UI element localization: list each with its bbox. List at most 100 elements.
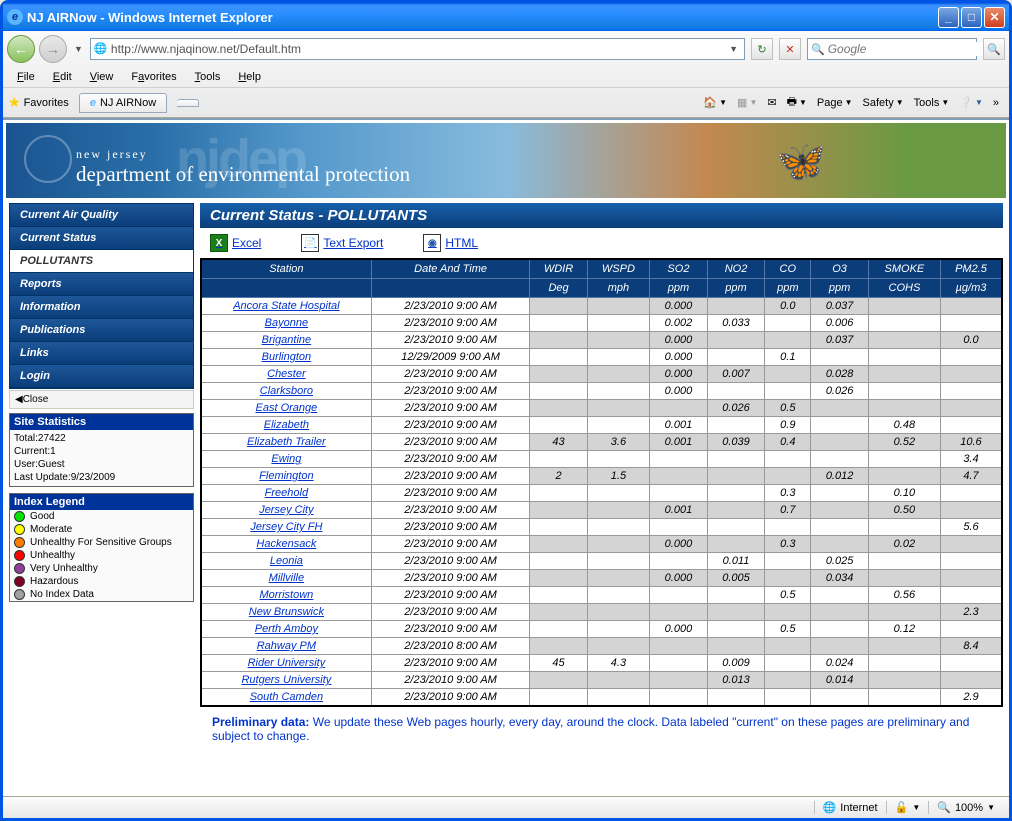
stop-button[interactable]: ✕ — [779, 38, 801, 60]
url-input[interactable] — [111, 42, 726, 56]
table-row: Jersey City2/23/2010 9:00 AM0.0010.70.50 — [201, 502, 1002, 519]
stats-body: Total:27422Current:1User:GuestLast Updat… — [10, 430, 193, 486]
station-link[interactable]: Rahway PM — [201, 638, 371, 655]
table-row: Rutgers University2/23/2010 9:00 AM0.013… — [201, 672, 1002, 689]
minimize-button[interactable]: _ — [938, 7, 959, 28]
col-header: Station — [201, 259, 371, 279]
station-link[interactable]: Rider University — [201, 655, 371, 672]
new-tab-button[interactable] — [177, 99, 199, 107]
page-menu[interactable]: Page ▼ — [812, 95, 858, 111]
status-bar: 🌐 Internet 🔓 ▼ 🔍 100% ▼ — [3, 796, 1009, 818]
station-link[interactable]: Clarksboro — [201, 383, 371, 400]
browser-tab[interactable]: e NJ AIRNow — [79, 93, 167, 113]
sidebar-item[interactable]: Publications — [10, 319, 193, 342]
legend-item: Hazardous — [10, 575, 193, 588]
search-input[interactable] — [828, 42, 985, 56]
station-link[interactable]: Burlington — [201, 349, 371, 366]
col-header: WDIR — [530, 259, 587, 279]
menu-view[interactable]: View — [82, 69, 122, 85]
menu-favorites[interactable]: Favorites — [123, 69, 184, 85]
export-excel[interactable]: XExcel — [210, 234, 261, 252]
sidebar-item[interactable]: Information — [10, 296, 193, 319]
sidebar-item[interactable]: Reports — [10, 273, 193, 296]
station-link[interactable]: Elizabeth — [201, 417, 371, 434]
zoom-level[interactable]: 🔍 100% ▼ — [928, 801, 1003, 814]
station-link[interactable]: Millville — [201, 570, 371, 587]
station-link[interactable]: Flemington — [201, 468, 371, 485]
pollutant-table: StationDate And TimeWDIRWSPDSO2NO2COO3SM… — [200, 258, 1003, 707]
station-link[interactable]: Perth Amboy — [201, 621, 371, 638]
footnote: Preliminary data: We update these Web pa… — [200, 707, 1003, 751]
search-box[interactable]: 🔍 — [807, 38, 977, 60]
read-mail-button[interactable]: ✉ — [762, 94, 781, 111]
status-zone[interactable]: 🌐 Internet — [814, 801, 886, 814]
tools-menu[interactable]: Tools ▼ — [909, 95, 955, 111]
menu-bar: FFileile Edit View Favorites Tools Help — [3, 67, 1009, 87]
col-header: SO2 — [650, 259, 708, 279]
col-unit: µg/m3 — [940, 279, 1002, 298]
station-link[interactable]: South Camden — [201, 689, 371, 707]
print-button[interactable]: 🖶▼ — [782, 91, 812, 114]
refresh-button[interactable]: ↻ — [751, 38, 773, 60]
sidebar-item[interactable]: Current Air Quality — [10, 204, 193, 227]
station-link[interactable]: Ewing — [201, 451, 371, 468]
station-link[interactable]: Jersey City FH — [201, 519, 371, 536]
station-link[interactable]: Brigantine — [201, 332, 371, 349]
safety-menu[interactable]: Safety ▼ — [858, 95, 909, 111]
panel-title: Current Status - POLLUTANTS — [200, 203, 1003, 228]
station-link[interactable]: East Orange — [201, 400, 371, 417]
search-button[interactable]: 🔍 — [983, 38, 1005, 60]
stats-title: Site Statistics — [10, 414, 193, 430]
station-link[interactable]: Bayonne — [201, 315, 371, 332]
menu-tools[interactable]: Tools — [187, 69, 229, 85]
table-row: Bayonne2/23/2010 9:00 AM0.0020.0330.006 — [201, 315, 1002, 332]
table-row: Rider University2/23/2010 9:00 AM454.30.… — [201, 655, 1002, 672]
home-button[interactable]: 🏠▼ — [698, 94, 732, 111]
station-link[interactable]: Rutgers University — [201, 672, 371, 689]
table-row: South Camden2/23/2010 9:00 AM2.9 — [201, 689, 1002, 707]
protected-mode[interactable]: 🔓 ▼ — [886, 801, 929, 814]
col-unit: COHS — [868, 279, 940, 298]
col-header: Date And Time — [371, 259, 530, 279]
table-row: Rahway PM2/23/2010 8:00 AM8.4 — [201, 638, 1002, 655]
legend-item: Unhealthy — [10, 549, 193, 562]
station-link[interactable]: Hackensack — [201, 536, 371, 553]
station-link[interactable]: Chester — [201, 366, 371, 383]
station-link[interactable]: Jersey City — [201, 502, 371, 519]
table-row: New Brunswick2/23/2010 9:00 AM2.3 — [201, 604, 1002, 621]
favorites-star-icon[interactable]: ★ — [8, 94, 21, 111]
station-link[interactable]: Ancora State Hospital — [201, 298, 371, 315]
help-button[interactable]: ❔▼ — [954, 94, 988, 111]
table-row: Brigantine2/23/2010 9:00 AM0.0000.0370.0 — [201, 332, 1002, 349]
station-link[interactable]: New Brunswick — [201, 604, 371, 621]
overflow-button[interactable]: » — [988, 95, 1004, 111]
station-link[interactable]: Elizabeth Trailer — [201, 434, 371, 451]
nj-seal-icon — [24, 135, 72, 183]
address-bar[interactable]: 🌐 ▼ — [90, 38, 745, 60]
sidebar-item[interactable]: Current Status — [10, 227, 193, 250]
forward-button[interactable]: → — [39, 35, 67, 63]
back-button[interactable]: ← — [7, 35, 35, 63]
station-link[interactable]: Leonia — [201, 553, 371, 570]
sidebar-item[interactable]: Login — [10, 365, 193, 388]
menu-edit[interactable]: Edit — [45, 69, 80, 85]
feeds-button[interactable]: ▦▼ — [732, 94, 762, 111]
sidebar-item[interactable]: POLLUTANTS — [10, 250, 193, 273]
menu-help[interactable]: Help — [230, 69, 269, 85]
legend-item: Unhealthy For Sensitive Groups — [10, 536, 193, 549]
menu-file[interactable]: FFileile — [9, 69, 43, 85]
col-header: NO2 — [707, 259, 765, 279]
table-row: Chester2/23/2010 9:00 AM0.0000.0070.028 — [201, 366, 1002, 383]
station-link[interactable]: Freehold — [201, 485, 371, 502]
url-dropdown[interactable]: ▼ — [726, 44, 741, 54]
sidebar-close[interactable]: ◀ Close — [9, 390, 194, 409]
sidebar-nav: Current Air QualityCurrent StatusPOLLUTA… — [9, 203, 194, 389]
export-html[interactable]: ◉HTML — [423, 234, 478, 252]
sidebar-item[interactable]: Links — [10, 342, 193, 365]
favorites-label[interactable]: Favorites — [24, 97, 69, 109]
station-link[interactable]: Morristown — [201, 587, 371, 604]
export-text[interactable]: 📄Text Export — [301, 234, 383, 252]
nav-history-dropdown[interactable]: ▼ — [71, 44, 86, 54]
close-button[interactable]: ✕ — [984, 7, 1005, 28]
maximize-button[interactable]: □ — [961, 7, 982, 28]
